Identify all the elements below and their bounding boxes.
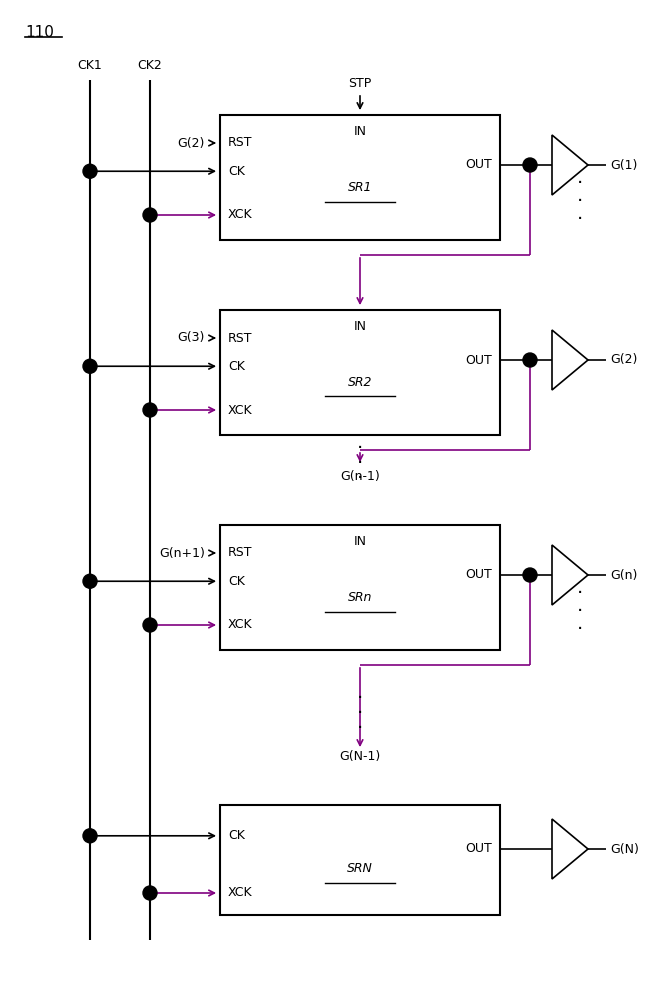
Text: OUT: OUT [465,842,492,856]
Circle shape [143,208,157,222]
Text: SR1: SR1 [348,181,372,194]
Text: .: . [357,683,363,702]
Text: 110: 110 [25,25,54,40]
Text: IN: IN [354,320,366,333]
Text: .: . [577,204,583,223]
Text: XCK: XCK [228,209,253,222]
Circle shape [143,886,157,900]
Text: .: . [357,698,363,717]
Bar [220,115,500,240]
Text: .: . [357,433,363,452]
Text: .: . [357,713,363,732]
Text: G(n): G(n) [610,568,637,582]
Text: CK: CK [228,360,245,373]
Circle shape [523,158,537,172]
Text: G(n-1): G(n-1) [340,470,380,483]
Text: SRn: SRn [348,591,372,604]
Text: G(2): G(2) [178,136,205,149]
Text: .: . [577,614,583,633]
Text: OUT: OUT [465,354,492,366]
Circle shape [83,574,97,588]
Text: .: . [357,448,363,467]
Circle shape [83,359,97,373]
Text: CK2: CK2 [138,59,162,72]
Text: XCK: XCK [228,886,253,900]
Circle shape [83,829,97,843]
Text: RST: RST [228,332,253,344]
Text: G(3): G(3) [178,332,205,344]
Circle shape [83,164,97,178]
Text: G(N-1): G(N-1) [339,750,380,763]
Bar [220,805,500,915]
Text: CK: CK [228,829,245,842]
Text: .: . [577,168,583,187]
Text: .: . [577,578,583,597]
Circle shape [143,618,157,632]
Text: .: . [357,463,363,482]
Circle shape [523,568,537,582]
Text: IN: IN [354,535,366,548]
Text: SRN: SRN [347,862,373,875]
Text: IN: IN [354,125,366,138]
Text: XCK: XCK [228,618,253,632]
Text: STP: STP [348,77,372,90]
Text: OUT: OUT [465,158,492,172]
Text: CK1: CK1 [78,59,102,72]
Circle shape [523,353,537,367]
Text: G(n+1): G(n+1) [159,546,205,560]
Text: G(N): G(N) [610,842,639,856]
Text: G(1): G(1) [610,158,637,172]
Text: RST: RST [228,546,253,560]
Text: CK: CK [228,575,245,588]
Text: OUT: OUT [465,568,492,582]
Text: G(2): G(2) [610,354,637,366]
Text: .: . [577,596,583,615]
Text: SR2: SR2 [348,376,372,389]
Circle shape [143,403,157,417]
Text: .: . [577,186,583,205]
Text: RST: RST [228,136,253,149]
Bar [220,525,500,650]
Text: XCK: XCK [228,403,253,416]
Text: CK: CK [228,165,245,178]
Bar [220,310,500,435]
